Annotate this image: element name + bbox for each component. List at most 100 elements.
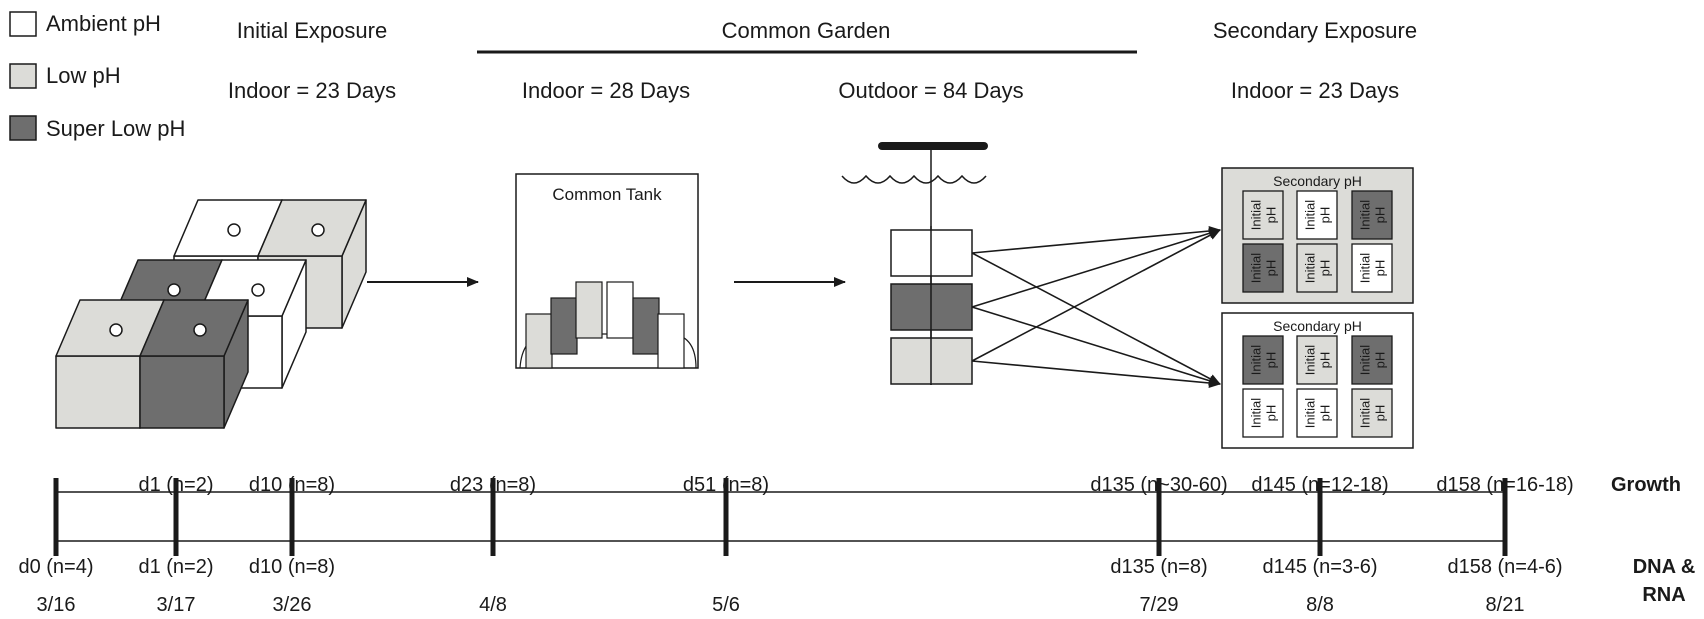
initial-ph-cell-line1: Initial — [1357, 345, 1372, 375]
growth-sample-label: d51 (n=8) — [683, 474, 769, 496]
initial-ph-cell-line2: pH — [1317, 207, 1332, 224]
initial-ph-cell-line1: Initial — [1357, 200, 1372, 230]
arrow-ambient-to-tank1 — [971, 226, 1221, 254]
initial-ph-cell-box — [1296, 388, 1338, 438]
growth-sample-label: d1 (n=2) — [138, 474, 213, 496]
timeline-date: 8/8 — [1306, 594, 1334, 616]
initial-ph-cell-box — [1242, 388, 1284, 438]
initial-ph-cell: Initial pH — [1242, 335, 1284, 385]
common-tank-box — [575, 281, 603, 339]
dna-sample-label: d1 (n=2) — [138, 556, 213, 578]
timeline-date: 3/17 — [157, 594, 196, 616]
initial-ph-cell: Initial pH — [1296, 335, 1338, 385]
initial-exposure-duration: Indoor = 23 Days — [228, 78, 396, 103]
dna-sample-label: d145 (n=3-6) — [1262, 556, 1377, 578]
growth-sample-label: d10 (n=8) — [249, 474, 335, 496]
common-tank-label: Common Tank — [552, 185, 662, 204]
initial-ph-cell: Initial pH — [1296, 243, 1338, 293]
initial-ph-cell-line2: pH — [1317, 352, 1332, 369]
initial-ph-cell-line2: pH — [1372, 260, 1387, 277]
initial-ph-cell: Initial pH — [1242, 388, 1284, 438]
initial-ph-cell-line2: pH — [1372, 207, 1387, 224]
initial-ph-cell-box — [1351, 190, 1393, 240]
initial-ph-cell-line1: Initial — [1357, 253, 1372, 283]
timeline-date: 5/6 — [712, 594, 740, 616]
sampling-timeline: d1 (n=2) d10 (n=8) d23 (n=8) d51 (n=8) d135 … — [18, 474, 1573, 616]
dna-rna-row-label-line2: RNA — [1642, 584, 1685, 606]
common-garden-indoor-duration: Indoor = 28 Days — [522, 78, 690, 103]
tank-front — [139, 355, 225, 429]
initial-ph-cell: Initial pH — [1242, 243, 1284, 293]
dna-sample-label: d135 (n=8) — [1110, 556, 1207, 578]
legend-label-super-low: Super Low pH — [46, 116, 185, 141]
initial-ph-cell: Initial pH — [1296, 388, 1338, 438]
initial-ph-cell-line1: Initial — [1248, 398, 1263, 428]
growth-sample-label: d158 (n=16-18) — [1436, 474, 1573, 496]
arrow-low-to-tank2 — [971, 360, 1221, 388]
initial-ph-cell-line1: Initial — [1357, 398, 1372, 428]
legend-label-low: Low pH — [46, 63, 121, 88]
tank-hole — [193, 323, 207, 337]
growth-sample-label: d145 (n=12-18) — [1251, 474, 1388, 496]
arrow-low-to-tank1 — [971, 229, 1221, 362]
initial-ph-cell-box — [1351, 388, 1393, 438]
initial-ph-cell-line2: pH — [1263, 207, 1278, 224]
common-garden-outdoor-duration: Outdoor = 84 Days — [838, 78, 1023, 103]
common-tank-box — [632, 297, 660, 355]
tank-hole — [251, 283, 265, 297]
dna-sample-label: d0 (n=4) — [18, 556, 93, 578]
outdoor-mooring — [841, 142, 988, 385]
initial-ph-cell: Initial pH — [1242, 190, 1284, 240]
secondary-tank-label: Secondary pH — [1273, 318, 1362, 334]
initial-ph-cell-box — [1296, 190, 1338, 240]
initial-ph-cell-line1: Initial — [1248, 253, 1263, 283]
initial-ph-cell: Initial pH — [1296, 190, 1338, 240]
initial-ph-cell-line2: pH — [1263, 352, 1278, 369]
initial-ph-cell-line1: Initial — [1248, 200, 1263, 230]
tank-hole — [311, 223, 325, 237]
arrow-ambient-to-tank2 — [971, 252, 1221, 385]
secondary-exposure-duration: Indoor = 23 Days — [1231, 78, 1399, 103]
legend-swatch-low — [9, 63, 37, 89]
initial-ph-cell: Initial pH — [1351, 243, 1393, 293]
common-tank-box — [525, 313, 553, 369]
common-tank-box — [606, 281, 634, 339]
dna-rna-row-label-line1: DNA & — [1633, 556, 1696, 578]
tank-hole — [109, 323, 123, 337]
initial-ph-cell-box — [1242, 335, 1284, 385]
initial-ph-cell-line2: pH — [1372, 352, 1387, 369]
initial-ph-cell-line2: pH — [1263, 405, 1278, 422]
secondary-tank-label: Secondary pH — [1273, 173, 1362, 189]
tank-front-right-super-low — [139, 299, 249, 429]
tank-front — [55, 355, 141, 429]
initial-ph-cell-line2: pH — [1372, 405, 1387, 422]
timeline-date: 8/21 — [1486, 594, 1525, 616]
common-tank-box — [550, 297, 578, 355]
growth-sample-label: d135 (n~30-60) — [1090, 474, 1227, 496]
initial-ph-cell-line2: pH — [1317, 405, 1332, 422]
common-tank: Common Tank — [515, 173, 699, 369]
initial-ph-cell-line1: Initial — [1302, 253, 1317, 283]
initial-ph-cell-box — [1296, 335, 1338, 385]
timeline-date: 3/16 — [37, 594, 76, 616]
legend: Ambient pH Low pH Super Low pH — [9, 11, 185, 141]
initial-ph-cell-box — [1242, 190, 1284, 240]
initial-ph-cell: Initial pH — [1351, 388, 1393, 438]
legend-label-ambient: Ambient pH — [46, 11, 161, 36]
arrow-superlow-to-tank1 — [971, 228, 1221, 308]
dna-sample-label: d10 (n=8) — [249, 556, 335, 578]
common-tank-box — [657, 313, 685, 369]
transplant-arrows — [971, 226, 1221, 388]
tank-hole — [167, 283, 181, 297]
timeline-date: 3/26 — [273, 594, 312, 616]
initial-ph-cell-line1: Initial — [1302, 345, 1317, 375]
arrow-superlow-to-tank2 — [971, 306, 1221, 386]
initial-exposure-title: Initial Exposure — [237, 18, 387, 43]
initial-ph-cell-box — [1242, 243, 1284, 293]
initial-ph-cell-line2: pH — [1317, 260, 1332, 277]
initial-ph-cell-box — [1296, 243, 1338, 293]
